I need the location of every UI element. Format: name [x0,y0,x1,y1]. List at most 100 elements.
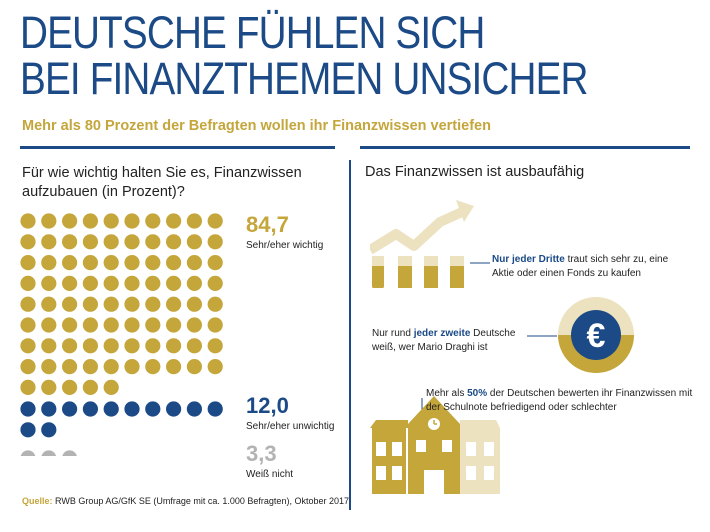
source-label: Quelle: [22,496,53,506]
dot-gold [103,275,119,291]
fact-three: Mehr als 50% der Deutschen bewerten ihr … [426,387,696,415]
dot-gold [166,359,182,375]
fact-one-bold: Nur jeder Dritte [492,254,565,265]
dot-gold [186,338,202,354]
dot-gold [207,296,223,312]
dot-gold [20,275,36,291]
value-unimportant: 12,0 [246,393,289,418]
dot-gold [207,317,223,333]
dot-gold [145,317,161,333]
dot-gold [145,255,161,271]
fact-three-bold: 50% [467,388,488,399]
dot-gold [186,234,202,250]
dot-gold [62,296,78,312]
right-divider [360,146,690,149]
dot-gold [103,296,119,312]
left-divider [20,146,335,149]
dot-gold [124,275,140,291]
title-line-2: BEI FINANZTHEMEN UNSICHER [20,53,589,104]
connector-line-1 [470,262,490,264]
euro-symbol: € [587,317,606,355]
dot-navy [41,422,57,438]
dot-gold [20,234,36,250]
dot-gold [20,317,36,333]
dot-gold [20,379,36,395]
dot-gold [124,338,140,354]
right-heading: Das Finanzwissen ist ausbaufähig [365,164,585,180]
dot-gold [62,379,78,395]
dot-gold [41,317,57,333]
dot-gold [62,317,78,333]
dot-navy [20,401,36,417]
dot-gold [103,359,119,375]
dot-chart [20,213,223,456]
dot-gold [41,234,57,250]
dot-gold [145,234,161,250]
dot-gold [207,234,223,250]
dot-navy [124,401,140,417]
dot-gold [62,275,78,291]
dot-gold [82,275,98,291]
dot-gold [124,213,140,229]
source-text: RWB Group AG/GfK SE (Umfrage mit ca. 1.0… [52,496,349,506]
title-line-1: DEUTSCHE FÜHLEN SICH [20,7,485,58]
dot-gold [207,255,223,271]
dot-gold [145,275,161,291]
dot-gold [20,296,36,312]
dot-gold [41,338,57,354]
dot-gold [41,255,57,271]
fact-one-text: traut sich sehr zu, eine Aktie oder eine… [492,254,669,279]
dot-gold [166,317,182,333]
dot-gold [41,359,57,375]
growth-chart-icon [370,200,474,288]
survey-question: Für wie wichtig halten Sie es, Finanzwis… [22,165,302,200]
dot-gold [103,234,119,250]
dot-gold [41,296,57,312]
dot-gold [124,359,140,375]
fact-two-bold: jeder zweite [413,328,471,339]
dot-gold [62,338,78,354]
dot-gold [124,255,140,271]
label-important: Sehr/eher wichtig [246,240,324,251]
fact-two: Nur rund jeder zweite Deutsche weiß, wer… [372,327,527,355]
dot-gold [207,338,223,354]
dot-gold [124,296,140,312]
dot-gold [20,338,36,354]
dot-gold [62,213,78,229]
dot-grey [41,450,57,456]
dot-gold [186,359,202,375]
value-unknown: 3,3 [246,441,277,466]
dot-gold [186,296,202,312]
dot-gold [207,213,223,229]
dot-gold [207,275,223,291]
school-building-icon [370,396,500,494]
dot-gold [103,213,119,229]
dot-gold [41,213,57,229]
dot-gold [41,275,57,291]
dot-navy [145,401,161,417]
dot-gold [82,359,98,375]
dot-gold [186,275,202,291]
page-subtitle: Mehr als 80 Prozent der Befragten wollen… [22,118,491,134]
dot-navy [166,401,182,417]
dot-gold [62,359,78,375]
dot-gold [124,234,140,250]
dot-navy [62,401,78,417]
label-unimportant: Sehr/eher unwichtig [246,421,335,432]
dot-gold [20,213,36,229]
dot-gold [207,359,223,375]
dot-gold [124,317,140,333]
dot-gold [82,296,98,312]
dot-gold [166,296,182,312]
fact-three-text: der Deutschen bewerten ihr Finanzwissen … [426,388,693,413]
dot-grey [62,450,77,456]
dot-gold [103,317,119,333]
dot-gold [166,338,182,354]
dot-gold [186,317,202,333]
dot-gold [166,255,182,271]
dot-navy [41,401,57,417]
dot-gold [145,213,161,229]
dot-gold [103,255,119,271]
dot-gold [186,213,202,229]
dot-gold [20,255,36,271]
